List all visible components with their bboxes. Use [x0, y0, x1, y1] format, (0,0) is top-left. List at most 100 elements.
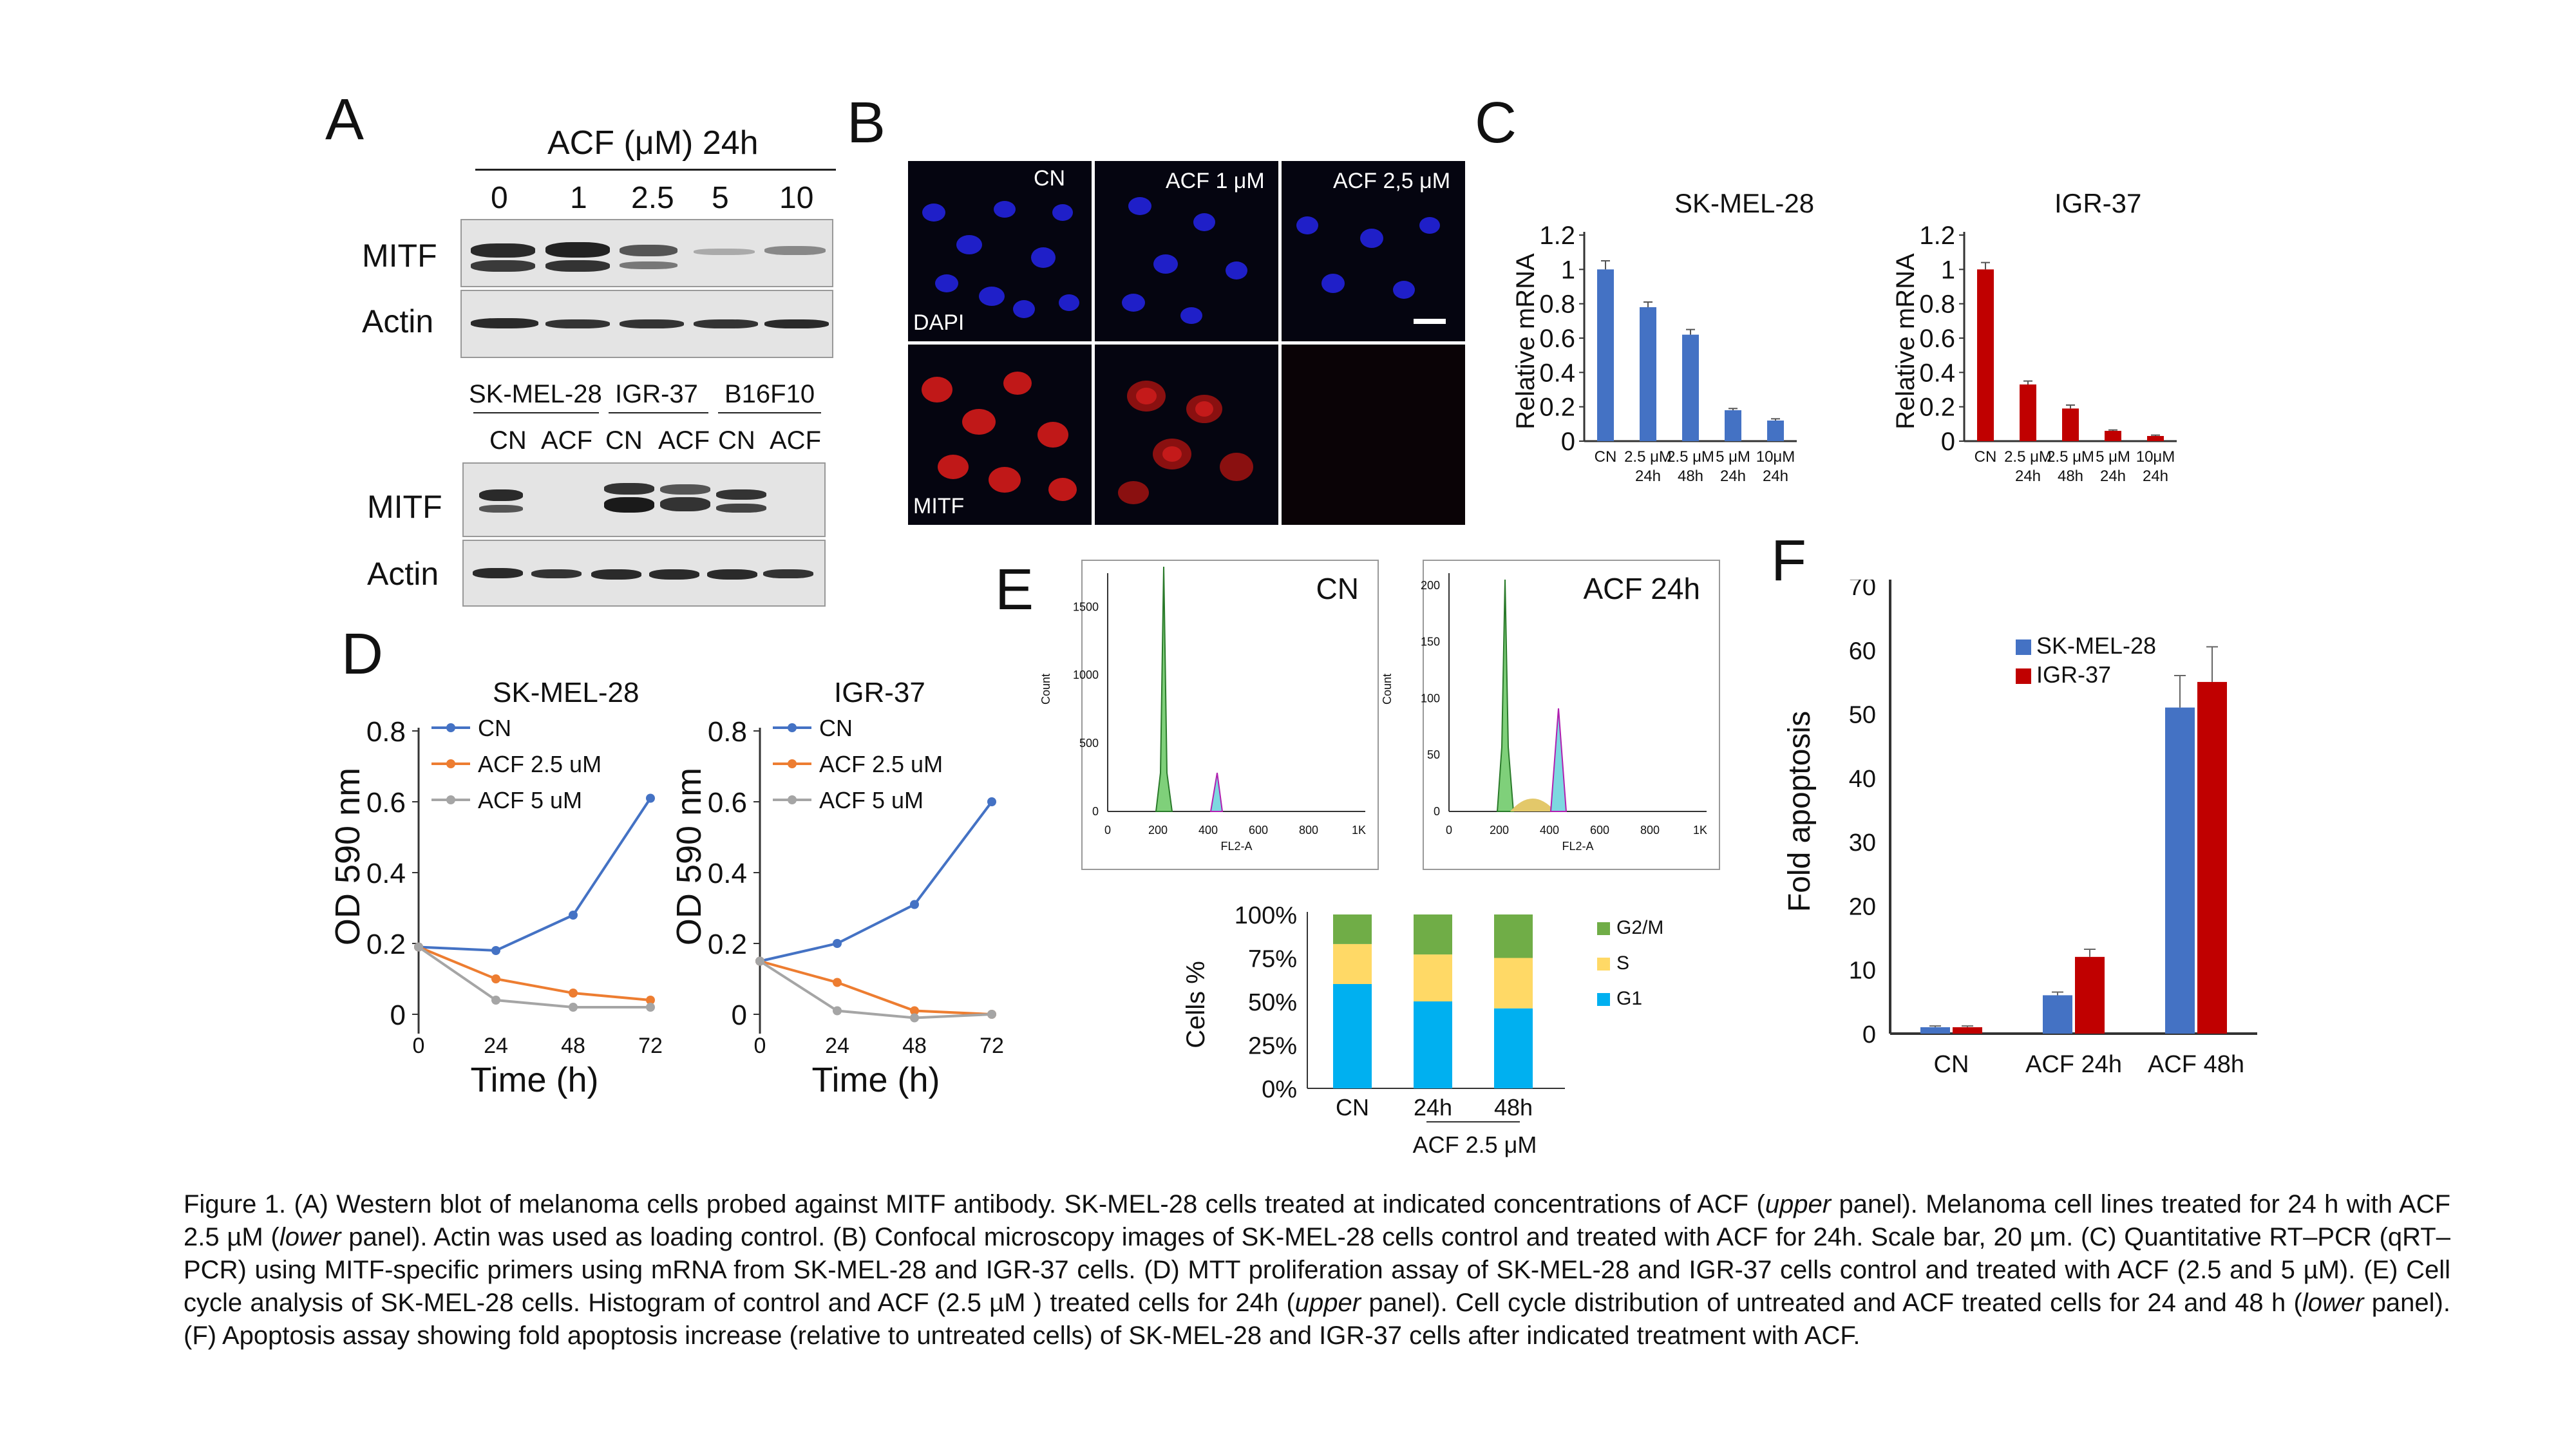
- stacked-segment: [1494, 914, 1533, 958]
- lane-label: CN: [489, 426, 527, 455]
- y-tick-label: 25%: [1248, 1033, 1297, 1060]
- y-tick-label: 0: [390, 999, 406, 1031]
- x-tick-label: CN: [1975, 448, 1997, 466]
- legend-swatch: [1597, 993, 1610, 1006]
- caption-text: panel). Cell cycle distribution of untre…: [1361, 1289, 2302, 1317]
- data-point: [910, 1013, 919, 1023]
- chart-title: IGR-37: [2054, 188, 2141, 218]
- cell-line-rule: [473, 412, 599, 413]
- y-tick-label: 0.4: [708, 858, 747, 889]
- legend-label: ACF 2.5 uM: [478, 751, 601, 777]
- x-tick-label: 200: [1148, 824, 1168, 837]
- mitf-blot-upper: [460, 219, 833, 287]
- data-point: [646, 1003, 655, 1012]
- legend-label: ACF 5 uM: [478, 787, 582, 813]
- x-tick-label: 0: [413, 1034, 425, 1058]
- conc-label: 0: [491, 181, 508, 215]
- lane-label: ACF: [770, 426, 821, 455]
- stacked-segment: [1333, 943, 1372, 984]
- y-tick-label: 0.6: [1919, 325, 1955, 353]
- legend-swatch: [2016, 668, 2031, 684]
- y-tick-label: 1: [1941, 256, 1955, 284]
- data-point: [414, 942, 423, 952]
- legend-marker: [446, 723, 455, 732]
- chart-title: SK-MEL-28: [1674, 188, 1814, 218]
- legend-label: IGR-37: [2036, 661, 2111, 688]
- data-point: [491, 946, 500, 955]
- x-tick-label: 24h: [2015, 468, 2041, 485]
- bar: [2197, 681, 2227, 1034]
- x-tick-label: 24h: [1720, 468, 1746, 485]
- legend-marker: [788, 795, 797, 804]
- x-tick-label: 600: [1590, 824, 1609, 837]
- x-tick-label: 1K: [1693, 824, 1707, 837]
- legend-label: G2/M: [1616, 917, 1663, 938]
- y-axis-label: OD 590 nm: [670, 768, 708, 945]
- y-tick-label: 150: [1421, 636, 1440, 649]
- bar: [1920, 1027, 1950, 1034]
- mtt-charts: SK-MEL-28 OD 590 nm Time (h) 0 0.2 0.4 0.6 0.8 0…: [328, 677, 1004, 1099]
- series-line: [418, 797, 652, 952]
- dapi-cn-image: CN DAPI: [908, 161, 1092, 341]
- data-point: [987, 797, 996, 806]
- data-point: [910, 1006, 919, 1016]
- x-tick-label: 10μM: [1756, 448, 1795, 466]
- x-tick-label: 48: [902, 1034, 927, 1058]
- y-tick-label: 0.8: [1919, 290, 1955, 319]
- x-tick-label: 24: [825, 1034, 849, 1058]
- data-point: [910, 900, 919, 909]
- y-axis-label: Cells %: [1182, 961, 1210, 1048]
- data-point: [987, 1010, 996, 1019]
- x-tick-label: 0: [1446, 824, 1452, 837]
- mrna-chart-sk: SK-MEL-28 Relative mRNA 0 0.2 0.4 0.6 0.8 1 1.2 C…: [1511, 188, 1814, 485]
- dapi-nuclei: [1122, 197, 1247, 324]
- y-axis-label: Relative mRNA: [1891, 253, 1920, 430]
- x-tick-label: 1K: [1352, 824, 1366, 837]
- x-tick-label: 24h: [1414, 1094, 1452, 1121]
- bar: [2147, 436, 2164, 441]
- stacked-segment: [1333, 914, 1372, 944]
- data-point: [491, 974, 500, 983]
- caption-text: panel). Melanoma cell lines treated for …: [184, 1190, 2451, 1251]
- image-label: MITF: [913, 494, 965, 518]
- mrna-chart-igr: IGR-37 Relative mRNA 0 0.2 0.4 0.6 0.8 1 1.2 CN 2.…: [1891, 188, 2177, 485]
- s-phase-area: [1510, 799, 1555, 811]
- x-tick-label: 48: [561, 1034, 585, 1058]
- title-rule: [475, 169, 836, 171]
- mitf-acf25-image: [1282, 345, 1465, 525]
- panel-label-d: D: [341, 622, 383, 687]
- y-tick-label: 20: [1849, 893, 1876, 920]
- y-tick-label: 0.2: [1539, 393, 1575, 422]
- cell-line-label: B16F10: [724, 380, 815, 408]
- legend-swatch: [2016, 639, 2031, 655]
- x-axis-label: Time (h): [812, 1061, 940, 1099]
- x-tick-label: 72: [638, 1034, 663, 1058]
- x-axis-label: FL2-A: [1562, 840, 1593, 853]
- lane-label: CN: [718, 426, 755, 455]
- y-tick-label: 0.8: [708, 716, 747, 748]
- y-tick-label: 0.6: [1539, 325, 1575, 353]
- x-tick-label: ACF 24h: [2025, 1051, 2122, 1078]
- conc-label: 1: [570, 181, 587, 215]
- x-tick-label: 0: [754, 1034, 766, 1058]
- y-axis-label: Count: [1381, 674, 1394, 705]
- y-axis-label: OD 590 nm: [328, 768, 367, 945]
- mitf-cn-image: MITF: [908, 345, 1092, 525]
- row-label-mitf-lower: MITF: [367, 489, 442, 525]
- x-tick-label: 400: [1540, 824, 1559, 837]
- histogram-frame: [1081, 560, 1379, 870]
- g2m-peak: [1549, 708, 1567, 812]
- bar: [2043, 995, 2072, 1034]
- bar: [2062, 408, 2079, 441]
- x-tick-label: 48h: [1678, 468, 1703, 485]
- bar: [1597, 269, 1614, 441]
- data-point: [569, 989, 578, 998]
- cell-cycle-stacked: Cells % 0% 25% 50% 75% 100% CN 24h 48h ACF 2.5 μM…: [1182, 902, 1663, 1158]
- x-axis-label: Time (h): [471, 1061, 599, 1099]
- actin-blot-upper: [460, 290, 833, 358]
- x-tick-label: 2.5 μM: [1624, 448, 1672, 466]
- data-point: [646, 996, 655, 1005]
- histogram-title: ACF 24h: [1583, 572, 1700, 605]
- y-tick-label: 50: [1427, 748, 1440, 761]
- y-tick-label: 60: [1849, 638, 1876, 665]
